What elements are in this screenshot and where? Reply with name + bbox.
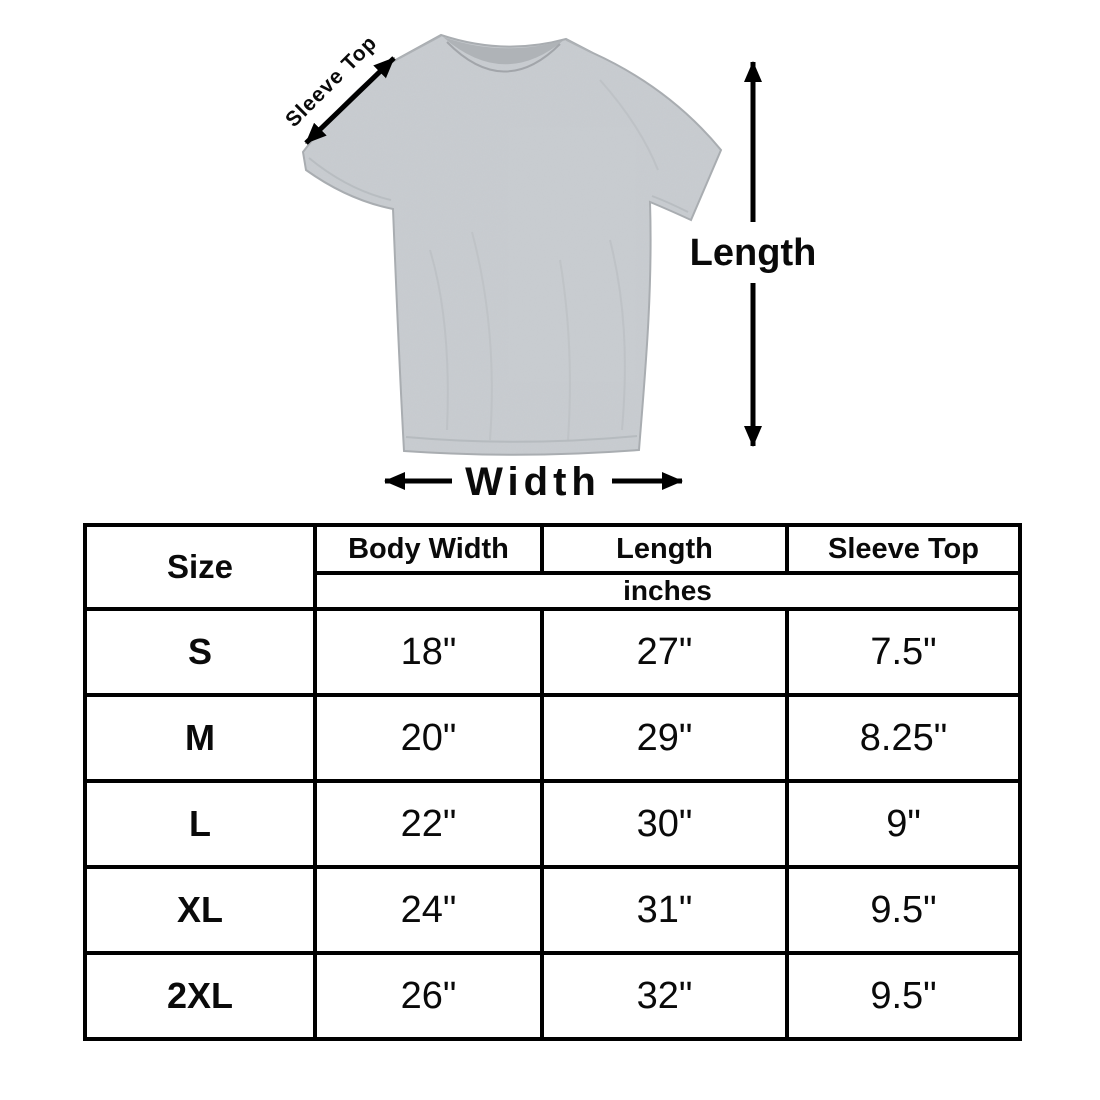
cell-body-width: 18" [313, 607, 544, 697]
cell-sleeve-top: 9.5" [785, 951, 1022, 1041]
col-header-size: Size [83, 523, 317, 611]
cell-size: M [83, 693, 317, 783]
tshirt-measurement-diagram: Sleeve Top Length Width [281, 31, 817, 504]
cell-body-width: 20" [313, 693, 544, 783]
col-header-length: Length [540, 523, 789, 575]
cell-body-width: 22" [313, 779, 544, 869]
cell-length: 27" [540, 607, 789, 697]
size-chart-table: Size Body Width Length Sleeve Top inches… [83, 523, 1022, 1041]
cell-sleeve-top: 8.25" [785, 693, 1022, 783]
table-row: S 18" 27" 7.5" [83, 607, 1022, 697]
table-header-row: Size Body Width Length Sleeve Top [83, 523, 1022, 611]
unit-label-cell: inches [313, 571, 1022, 611]
tshirt-illustration [301, 33, 723, 456]
cell-sleeve-top: 9.5" [785, 865, 1022, 955]
col-header-body-width: Body Width [313, 523, 544, 575]
table-row: XL 24" 31" 9.5" [83, 865, 1022, 955]
cell-body-width: 26" [313, 951, 544, 1041]
length-label: Length [690, 232, 817, 274]
table-row: L 22" 30" 9" [83, 779, 1022, 869]
width-label: Width [465, 460, 601, 504]
cell-sleeve-top: 7.5" [785, 607, 1022, 697]
cell-body-width: 24" [313, 865, 544, 955]
heather-texture [303, 35, 721, 455]
cell-sleeve-top: 9" [785, 779, 1022, 869]
sleeve-top-arrow [304, 56, 396, 145]
cell-size: XL [83, 865, 317, 955]
table-row: M 20" 29" 8.25" [83, 693, 1022, 783]
table-row: 2XL 26" 32" 9.5" [83, 951, 1022, 1041]
cell-length: 31" [540, 865, 789, 955]
cell-length: 30" [540, 779, 789, 869]
collar [443, 37, 564, 65]
cell-size: S [83, 607, 317, 697]
table-unit-row: inches [85, 571, 1022, 611]
cell-length: 32" [540, 951, 789, 1041]
col-header-sleeve-top: Sleeve Top [785, 523, 1022, 575]
cell-size: 2XL [83, 951, 317, 1041]
cell-size: L [83, 779, 317, 869]
cell-length: 29" [540, 693, 789, 783]
